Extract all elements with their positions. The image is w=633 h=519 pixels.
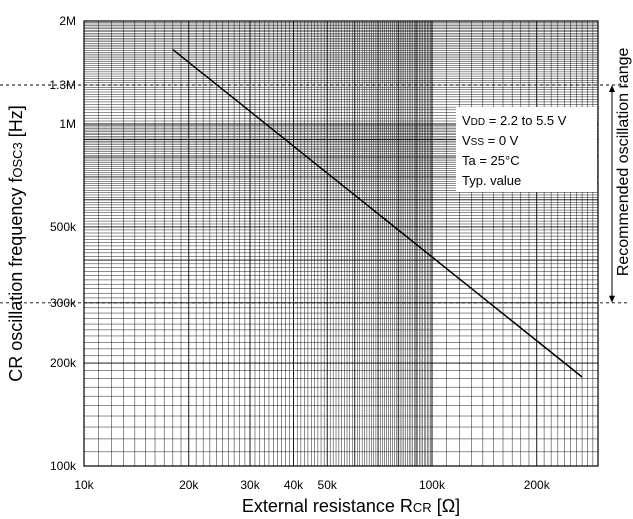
- plot-frame: [83, 20, 599, 467]
- condition-line: VDD = 2.2 to 5.5 V: [462, 113, 567, 128]
- y-axis-label: CR oscillation frequency fOSC3 [Hz]: [6, 105, 26, 382]
- x-tick-labels: 10k 20k 30k 40k 50k 100k 200k: [74, 478, 550, 492]
- y-tick-label: 2M: [59, 14, 76, 28]
- condition-line: Ta = 25°C: [462, 153, 520, 168]
- range-annotation-label: Recommended oscillation range: [615, 48, 632, 277]
- x-axis-label: External resistance RCR [Ω]: [242, 496, 460, 516]
- condition-line: Typ. value: [462, 173, 521, 188]
- x-tick-label: 40k: [284, 478, 304, 492]
- grid-minor: [84, 21, 598, 466]
- series-line: [172, 49, 583, 378]
- condition-line: VSS = 0 V: [462, 133, 519, 148]
- range-arrow-head-bottom: [609, 295, 615, 303]
- range-arrow-head-top: [609, 84, 615, 92]
- x-tick-label: 30k: [240, 478, 260, 492]
- x-tick-label: 50k: [318, 478, 338, 492]
- conditions-box: VDD = 2.2 to 5.5 V VSS = 0 V Ta = 25°C Typ.…: [456, 107, 597, 192]
- conditions-box-background: [456, 107, 597, 192]
- y-tick-label: 1.3M: [49, 78, 76, 92]
- x-tick-label: 20k: [179, 478, 199, 492]
- x-tick-label: 10k: [74, 478, 94, 492]
- reference-lines: [0, 84, 628, 304]
- y-tick-label: 300k: [50, 296, 77, 310]
- y-tick-label: 1M: [59, 117, 76, 131]
- range-annotation: Recommended oscillation range: [609, 48, 632, 303]
- x-tick-label: 200k: [524, 478, 551, 492]
- series-lines: [172, 49, 583, 378]
- y-tick-labels: 100k 200k 300k 500k 1M 1.3M 2M: [49, 14, 77, 473]
- y-tick-label: 200k: [50, 356, 77, 370]
- y-tick-label: 100k: [50, 459, 77, 473]
- x-tick-label: 100k: [419, 478, 446, 492]
- y-tick-label: 500k: [50, 220, 77, 234]
